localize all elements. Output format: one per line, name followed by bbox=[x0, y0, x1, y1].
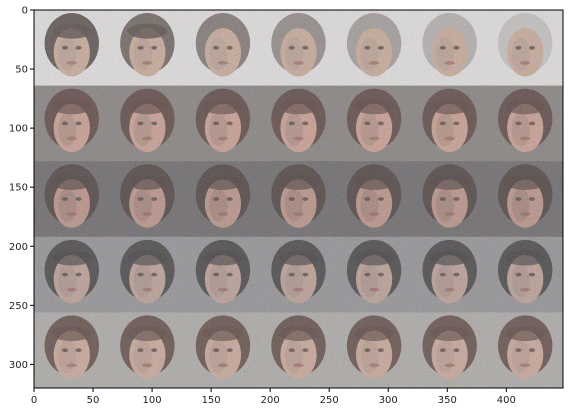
y-tick-label: 50 bbox=[15, 65, 28, 76]
x-tick-label: 350 bbox=[438, 395, 457, 406]
x-tick-label: 300 bbox=[379, 395, 398, 406]
y-tick-label: 300 bbox=[9, 360, 28, 371]
y-tick-label: 200 bbox=[9, 242, 28, 253]
x-tick-label: 200 bbox=[261, 395, 280, 406]
x-tick-label: 50 bbox=[87, 395, 100, 406]
x-tick-label: 250 bbox=[320, 395, 339, 406]
x-tick-label: 400 bbox=[497, 395, 516, 406]
image-panel bbox=[34, 10, 563, 388]
y-tick-label: 0 bbox=[22, 6, 28, 17]
x-tick-label: 0 bbox=[31, 395, 37, 406]
x-axis: 0 50 100 150 200 250 300 350 400 bbox=[31, 388, 516, 406]
x-tick-label: 100 bbox=[143, 395, 162, 406]
y-tick-label: 250 bbox=[9, 301, 28, 312]
axes-frame bbox=[33, 9, 564, 389]
y-axis: 0 50 100 150 200 250 300 bbox=[9, 6, 34, 371]
y-tick-label: 150 bbox=[9, 183, 28, 194]
noise-overlay bbox=[34, 10, 563, 388]
x-tick-label: 150 bbox=[202, 395, 221, 406]
y-tick-label: 100 bbox=[9, 124, 28, 135]
